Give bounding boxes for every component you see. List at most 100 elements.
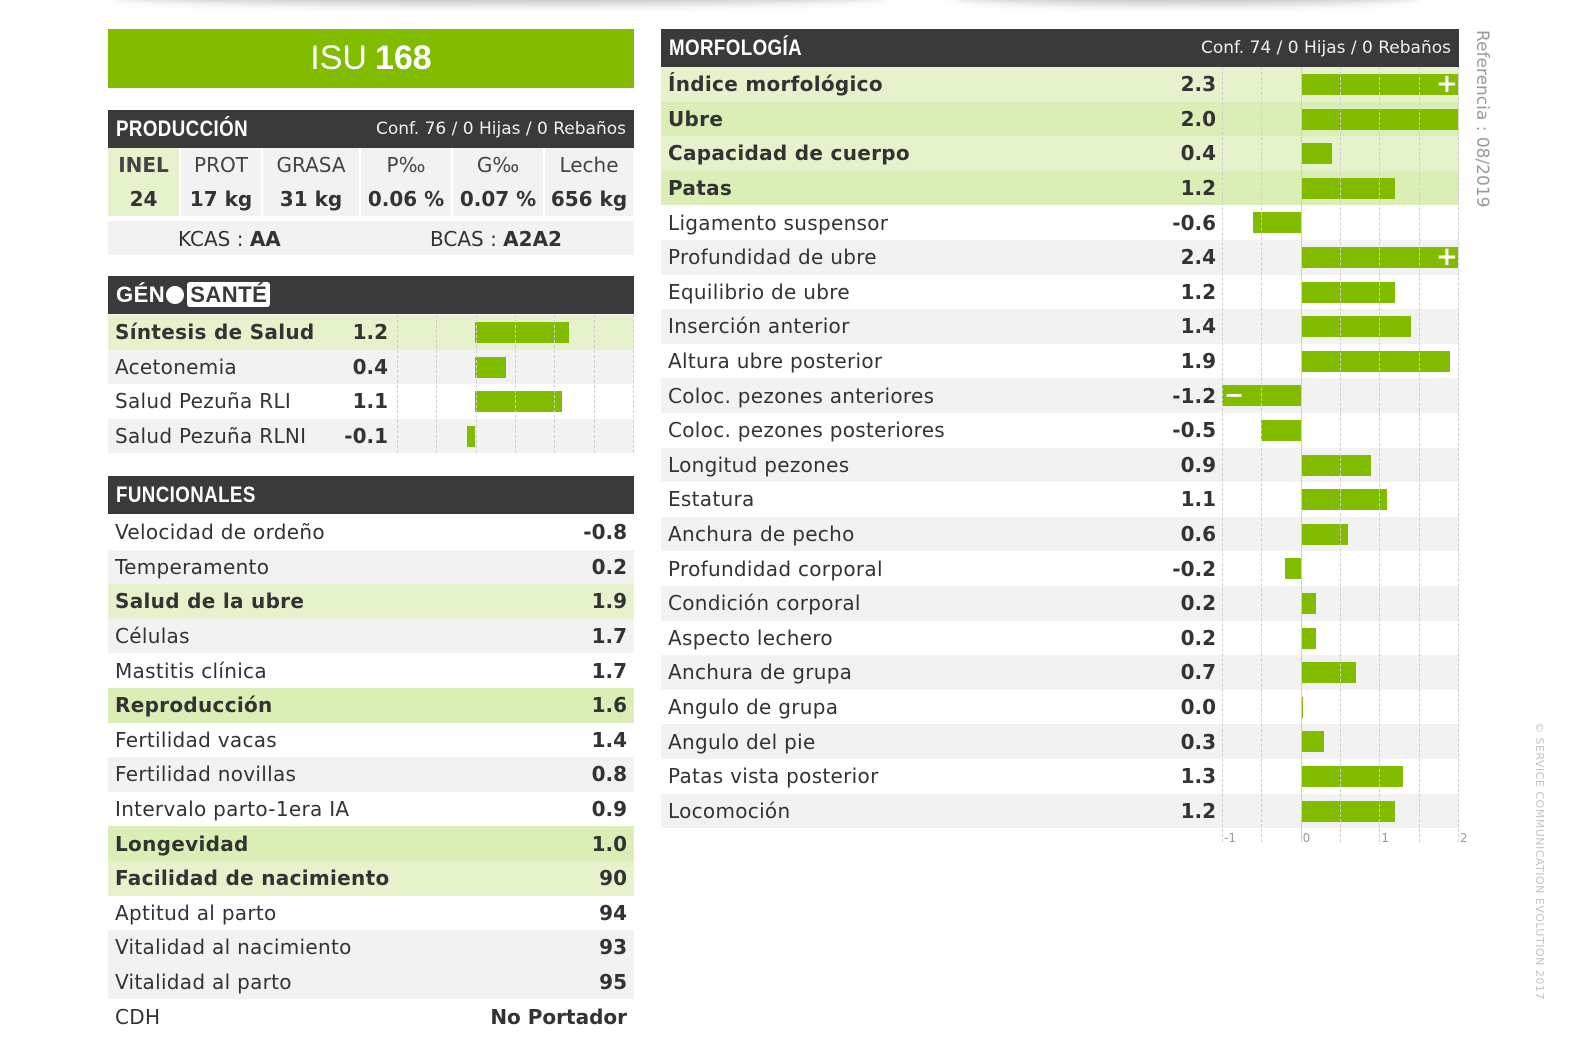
morfologia-bar xyxy=(1300,627,1317,649)
genosante-label: Acetonemia xyxy=(115,354,237,379)
morfologia-label: Ubre xyxy=(668,106,724,131)
morfologia-bar xyxy=(1300,489,1388,511)
funcionales-value: 0.2 xyxy=(591,554,627,579)
copyright-text: © SERVICE COMMUNICATION EVOLUTION 2017 xyxy=(1533,722,1546,1000)
genosante-bar xyxy=(467,425,475,447)
morfologia-row: Locomoción 1.2 xyxy=(661,793,1459,829)
morfologia-label: Angulo de grupa xyxy=(668,695,839,720)
funcionales-label: Mastitis clínica xyxy=(115,658,267,683)
funcionales-value: 1.0 xyxy=(591,831,627,856)
isu-label: ISU xyxy=(310,39,367,77)
funcionales-value: 1.9 xyxy=(591,589,627,614)
funcionales-value: 1.4 xyxy=(591,727,627,752)
morfologia-gridline xyxy=(1340,67,1341,843)
morfologia-gridline xyxy=(1222,67,1223,843)
morfologia-row: Ligamento suspensor -0.6 xyxy=(661,205,1459,240)
morfologia-row: Longitud pezones 0.9 xyxy=(661,447,1459,483)
morfologia-bar xyxy=(1300,247,1458,268)
plus-icon: + xyxy=(1436,242,1458,272)
prod-value-cell: 31 kg xyxy=(262,182,361,216)
morfologia-label: Anchura de pecho xyxy=(668,522,855,547)
morfologia-value: 1.1 xyxy=(1180,487,1216,512)
genosante-header: GÉN SANTÉ xyxy=(108,276,634,314)
morfologia-bar xyxy=(1300,523,1348,545)
morfologia-value: 0.9 xyxy=(1180,452,1216,477)
morfologia-label: Índice morfológico xyxy=(668,72,883,97)
bcas-label: BCAS : xyxy=(430,227,504,251)
morfologia-value: 1.2 xyxy=(1180,798,1216,823)
logo-sante: SANTÉ xyxy=(187,282,271,307)
morfologia-bar xyxy=(1300,766,1403,787)
kcas-value: AA xyxy=(249,227,281,251)
morfologia-row: Equilibrio de ubre 1.2 xyxy=(661,274,1459,310)
morfologia-conf: Conf. 74 / 0 Hijas / 0 Rebaños xyxy=(1201,38,1451,58)
morfologia-label: Capacidad de cuerpo xyxy=(668,141,910,166)
genosante-value: 1.1 xyxy=(352,389,388,414)
funcionales-label: CDH xyxy=(115,1004,161,1029)
morfologia-row: Coloc. pezones anteriores -1.2− xyxy=(661,378,1459,413)
funcionales-label: Vitalidad al parto xyxy=(115,970,292,995)
funcionales-value: 1.7 xyxy=(591,658,627,683)
funcionales-label: Salud de la ubre xyxy=(115,589,305,614)
morfologia-row: Altura ubre posterior 1.9 xyxy=(661,343,1459,379)
prod-value-cell: 17 kg xyxy=(180,182,263,216)
morfologia-gridline xyxy=(1418,67,1420,843)
produccion-table: INEL PROT GRASA P‰ G‰ Leche 24 17 kg 31 … xyxy=(108,148,635,216)
morfologia-gridline xyxy=(1379,67,1381,843)
produccion-conf: Conf. 76 / 0 Hijas / 0 Rebaños xyxy=(376,119,626,139)
morfologia-label: Coloc. pezones posteriores xyxy=(668,418,946,443)
morfologia-label: Altura ubre posterior xyxy=(668,349,883,374)
funcionales-value: 0.8 xyxy=(591,762,627,787)
morfologia-row: Aspecto lechero 0.2 xyxy=(661,620,1459,656)
morfologia-label: Aspecto lechero xyxy=(668,625,833,650)
isu-banner: ISU 168 xyxy=(108,29,634,88)
morfologia-label: Coloc. pezones anteriores xyxy=(668,383,935,408)
funcionales-label: Reproducción xyxy=(115,693,273,718)
prod-value-cell: 0.06 % xyxy=(360,182,453,216)
morfologia-bar xyxy=(1300,74,1458,95)
produccion-title: PRODUCCIÓN xyxy=(116,116,249,141)
morfologia-row: Estatura 1.1 xyxy=(661,482,1459,517)
bcas: BCAS : A2A2 xyxy=(430,227,562,251)
funcionales-label: Aptitud al parto xyxy=(115,900,277,925)
genosante-value: -0.1 xyxy=(344,424,388,449)
morfologia-row: Profundidad corporal -0.2 xyxy=(661,551,1459,586)
kcas: KCAS : AA xyxy=(178,227,281,251)
morfologia-bar xyxy=(1300,454,1372,476)
genosante-bar xyxy=(475,391,562,413)
morfologia-bar xyxy=(1300,108,1458,130)
casein-row: KCAS : AA BCAS : A2A2 xyxy=(108,219,634,255)
funcionales-value: 94 xyxy=(599,900,627,925)
funcionales-row: Células 1.7 xyxy=(108,618,634,654)
funcionales-label: Temperamento xyxy=(115,554,270,579)
morfologia-bar xyxy=(1300,281,1396,303)
morfologia-label: Angulo del pie xyxy=(668,729,816,754)
morfologia-value: -0.5 xyxy=(1172,418,1216,443)
funcionales-label: Vitalidad al nacimiento xyxy=(115,935,352,960)
morfologia-value: 0.0 xyxy=(1180,695,1216,720)
funcionales-value: 0.9 xyxy=(591,797,627,822)
bcas-value: A2A2 xyxy=(503,227,562,251)
funcionales-row: Temperamento 0.2 xyxy=(108,549,634,585)
funcionales-value: 95 xyxy=(599,970,627,995)
funcionales-value: 90 xyxy=(599,866,627,891)
referencia-text: Referencia : 08/2019 xyxy=(1472,30,1492,208)
funcionales-row: CDH No Portador xyxy=(108,999,634,1034)
funcionales-value: 93 xyxy=(599,935,627,960)
morfologia-row: Ubre 2.0 xyxy=(661,101,1459,137)
prod-value-cell: 0.07 % xyxy=(452,182,545,216)
morfologia-row: Patas vista posterior 1.3 xyxy=(661,759,1459,794)
axis-tick-label: 2 xyxy=(1460,831,1468,846)
minus-icon: − xyxy=(1224,381,1245,410)
produccion-header: PRODUCCIÓN Conf. 76 / 0 Hijas / 0 Rebaño… xyxy=(108,110,634,148)
morfologia-row: Coloc. pezones posteriores -0.5 xyxy=(661,413,1459,448)
funcionales-row: Mastitis clínica 1.7 xyxy=(108,653,634,688)
morfologia-label: Profundidad de ubre xyxy=(668,245,877,270)
morfologia-label: Anchura de grupa xyxy=(668,660,853,685)
genosante-gridline xyxy=(633,315,634,454)
isu-value: 168 xyxy=(374,39,432,77)
genosante-row: Salud Pezuña RLNI -0.1 xyxy=(108,418,634,454)
morfologia-value: 0.2 xyxy=(1180,625,1216,650)
morfologia-label: Patas vista posterior xyxy=(668,764,879,789)
morfologia-label: Profundidad corporal xyxy=(668,556,883,581)
